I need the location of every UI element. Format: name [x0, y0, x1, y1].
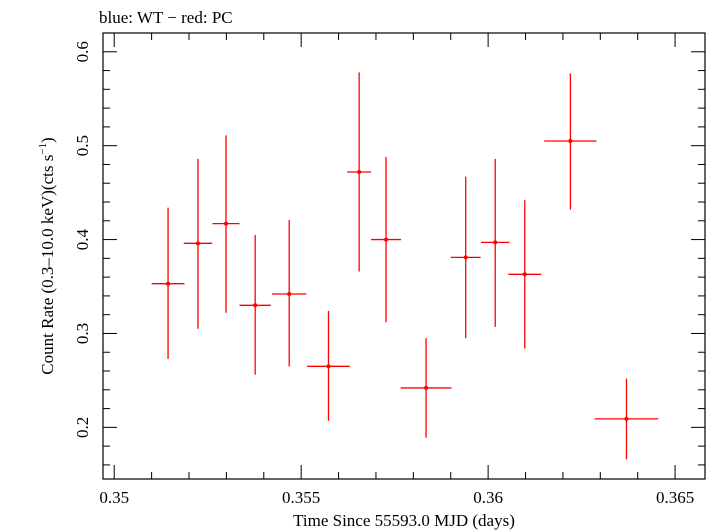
point-marker	[522, 272, 527, 277]
point-marker	[384, 237, 389, 242]
point-marker	[287, 292, 292, 297]
point-marker	[326, 364, 331, 369]
y-axis-label-superscript: −1	[37, 143, 49, 155]
data-point	[151, 207, 185, 359]
y-tick-labels: 0.2 0.3 0.4 0.5 0.6	[73, 41, 92, 438]
x-axis-label: Time Since 55593.0 MJD (days)	[293, 511, 515, 530]
point-marker	[357, 169, 362, 174]
y-tick-label: 0.2	[73, 417, 92, 438]
point-marker	[493, 240, 498, 245]
data-point	[508, 200, 542, 349]
point-marker	[624, 416, 629, 421]
point-marker	[568, 138, 573, 143]
x-tick-label: 0.36	[473, 488, 503, 507]
point-marker	[224, 221, 229, 226]
data-point	[544, 73, 597, 210]
data-point	[272, 219, 307, 367]
y-tick-label: 0.5	[73, 135, 92, 156]
y-axis-label: Count Rate (0.3–10.0 keV)(cts s−1)	[37, 137, 57, 374]
point-marker	[253, 303, 258, 308]
point-marker	[463, 255, 468, 260]
data-point	[400, 338, 452, 438]
point-marker	[424, 385, 429, 390]
point-marker	[166, 281, 171, 286]
data-points	[151, 72, 659, 460]
x-tick-label: 0.35	[99, 488, 129, 507]
y-tick-label: 0.4	[73, 228, 92, 250]
y-axis-label-close: )	[38, 137, 57, 143]
plot-frame	[102, 32, 706, 480]
data-point	[212, 135, 240, 313]
data-point	[481, 158, 510, 327]
data-point	[371, 156, 402, 323]
data-point	[450, 176, 481, 339]
y-axis-label-main: Count Rate (0.3–10.0 keV)(cts s	[38, 155, 57, 375]
y-tick-label: 0.3	[73, 323, 92, 344]
x-tick-label: 0.355	[282, 488, 320, 507]
y-tick-label: 0.6	[73, 41, 92, 62]
data-point	[183, 158, 213, 329]
data-point	[239, 234, 271, 375]
axis-ticks	[103, 32, 705, 479]
data-point	[594, 378, 659, 460]
x-tick-label: 0.365	[656, 488, 694, 507]
chart-title: blue: WT − red: PC	[99, 8, 233, 27]
data-point	[347, 72, 372, 272]
point-marker	[195, 241, 200, 246]
data-point	[307, 310, 350, 421]
x-tick-labels: 0.35 0.355 0.36 0.365	[99, 488, 694, 507]
